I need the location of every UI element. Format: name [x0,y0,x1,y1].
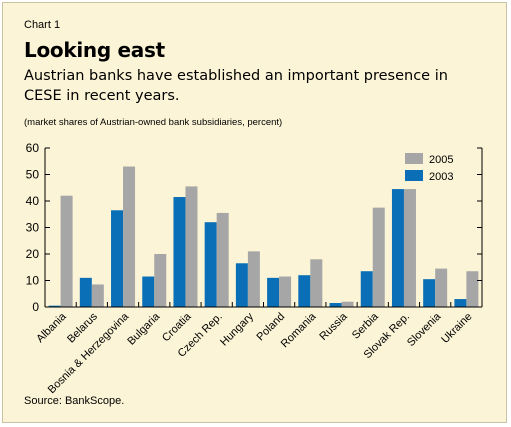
y-tick-label: 40 [26,194,40,208]
bar-2003 [142,276,155,307]
bar-2005 [247,251,260,307]
x-category-label: Bulgaria [125,310,163,348]
x-category-label: Russia [317,310,350,343]
bar-2003 [79,277,92,307]
bar-2003 [48,305,61,307]
bar-2003 [267,277,280,307]
x-category-label: Ukraine [439,311,474,346]
bar-2005 [91,284,104,307]
chart-number-label: Chart 1 [24,19,61,31]
bar-2005 [60,195,73,307]
bar-2005 [372,207,385,307]
chart-panel [2,2,507,423]
bar-2005 [310,259,323,307]
legend-swatch-2005 [405,153,423,164]
bar-2005 [279,276,292,307]
legend-label-2005: 2005 [429,154,453,166]
bar-2003 [111,210,124,307]
x-category-label: Hungary [218,310,256,348]
source-note: Source: BankScope. [24,395,125,407]
y-tick-label: 50 [26,168,40,182]
bar-2005 [216,212,229,307]
bar-2005 [466,271,479,307]
y-tick-label: 20 [26,247,40,261]
y-tick-label: 60 [26,141,40,155]
bar-2003 [298,275,311,307]
legend-swatch-2003 [405,170,423,181]
x-category-label: Slovenia [405,310,444,349]
y-tick-label: 10 [26,274,40,288]
x-category-label: Albania [34,310,69,345]
bar-2003 [329,303,342,307]
bar-2003 [204,222,217,307]
bar-2003 [360,271,373,307]
chart-units-note: (market shares of Austrian-owned bank su… [24,117,283,128]
bar-2005 [123,166,136,307]
chart-subtitle: Austrian banks have established an impor… [24,68,448,104]
bar-2003 [235,263,248,307]
y-tick-label: 30 [26,221,40,235]
bar-2005 [435,268,448,307]
bar-2003 [423,279,436,307]
bar-2003 [454,299,467,307]
y-tick-label: 0 [32,300,39,314]
bar-2005 [341,301,354,307]
bar-2005 [154,254,167,307]
x-category-label: Romania [279,310,319,350]
legend-label-2003: 2003 [429,171,453,183]
bar-2003 [173,197,186,307]
chart-title: Looking east [24,38,165,62]
bar-2003 [391,189,404,307]
bar-2005 [185,186,198,307]
bar-2005 [403,189,416,307]
